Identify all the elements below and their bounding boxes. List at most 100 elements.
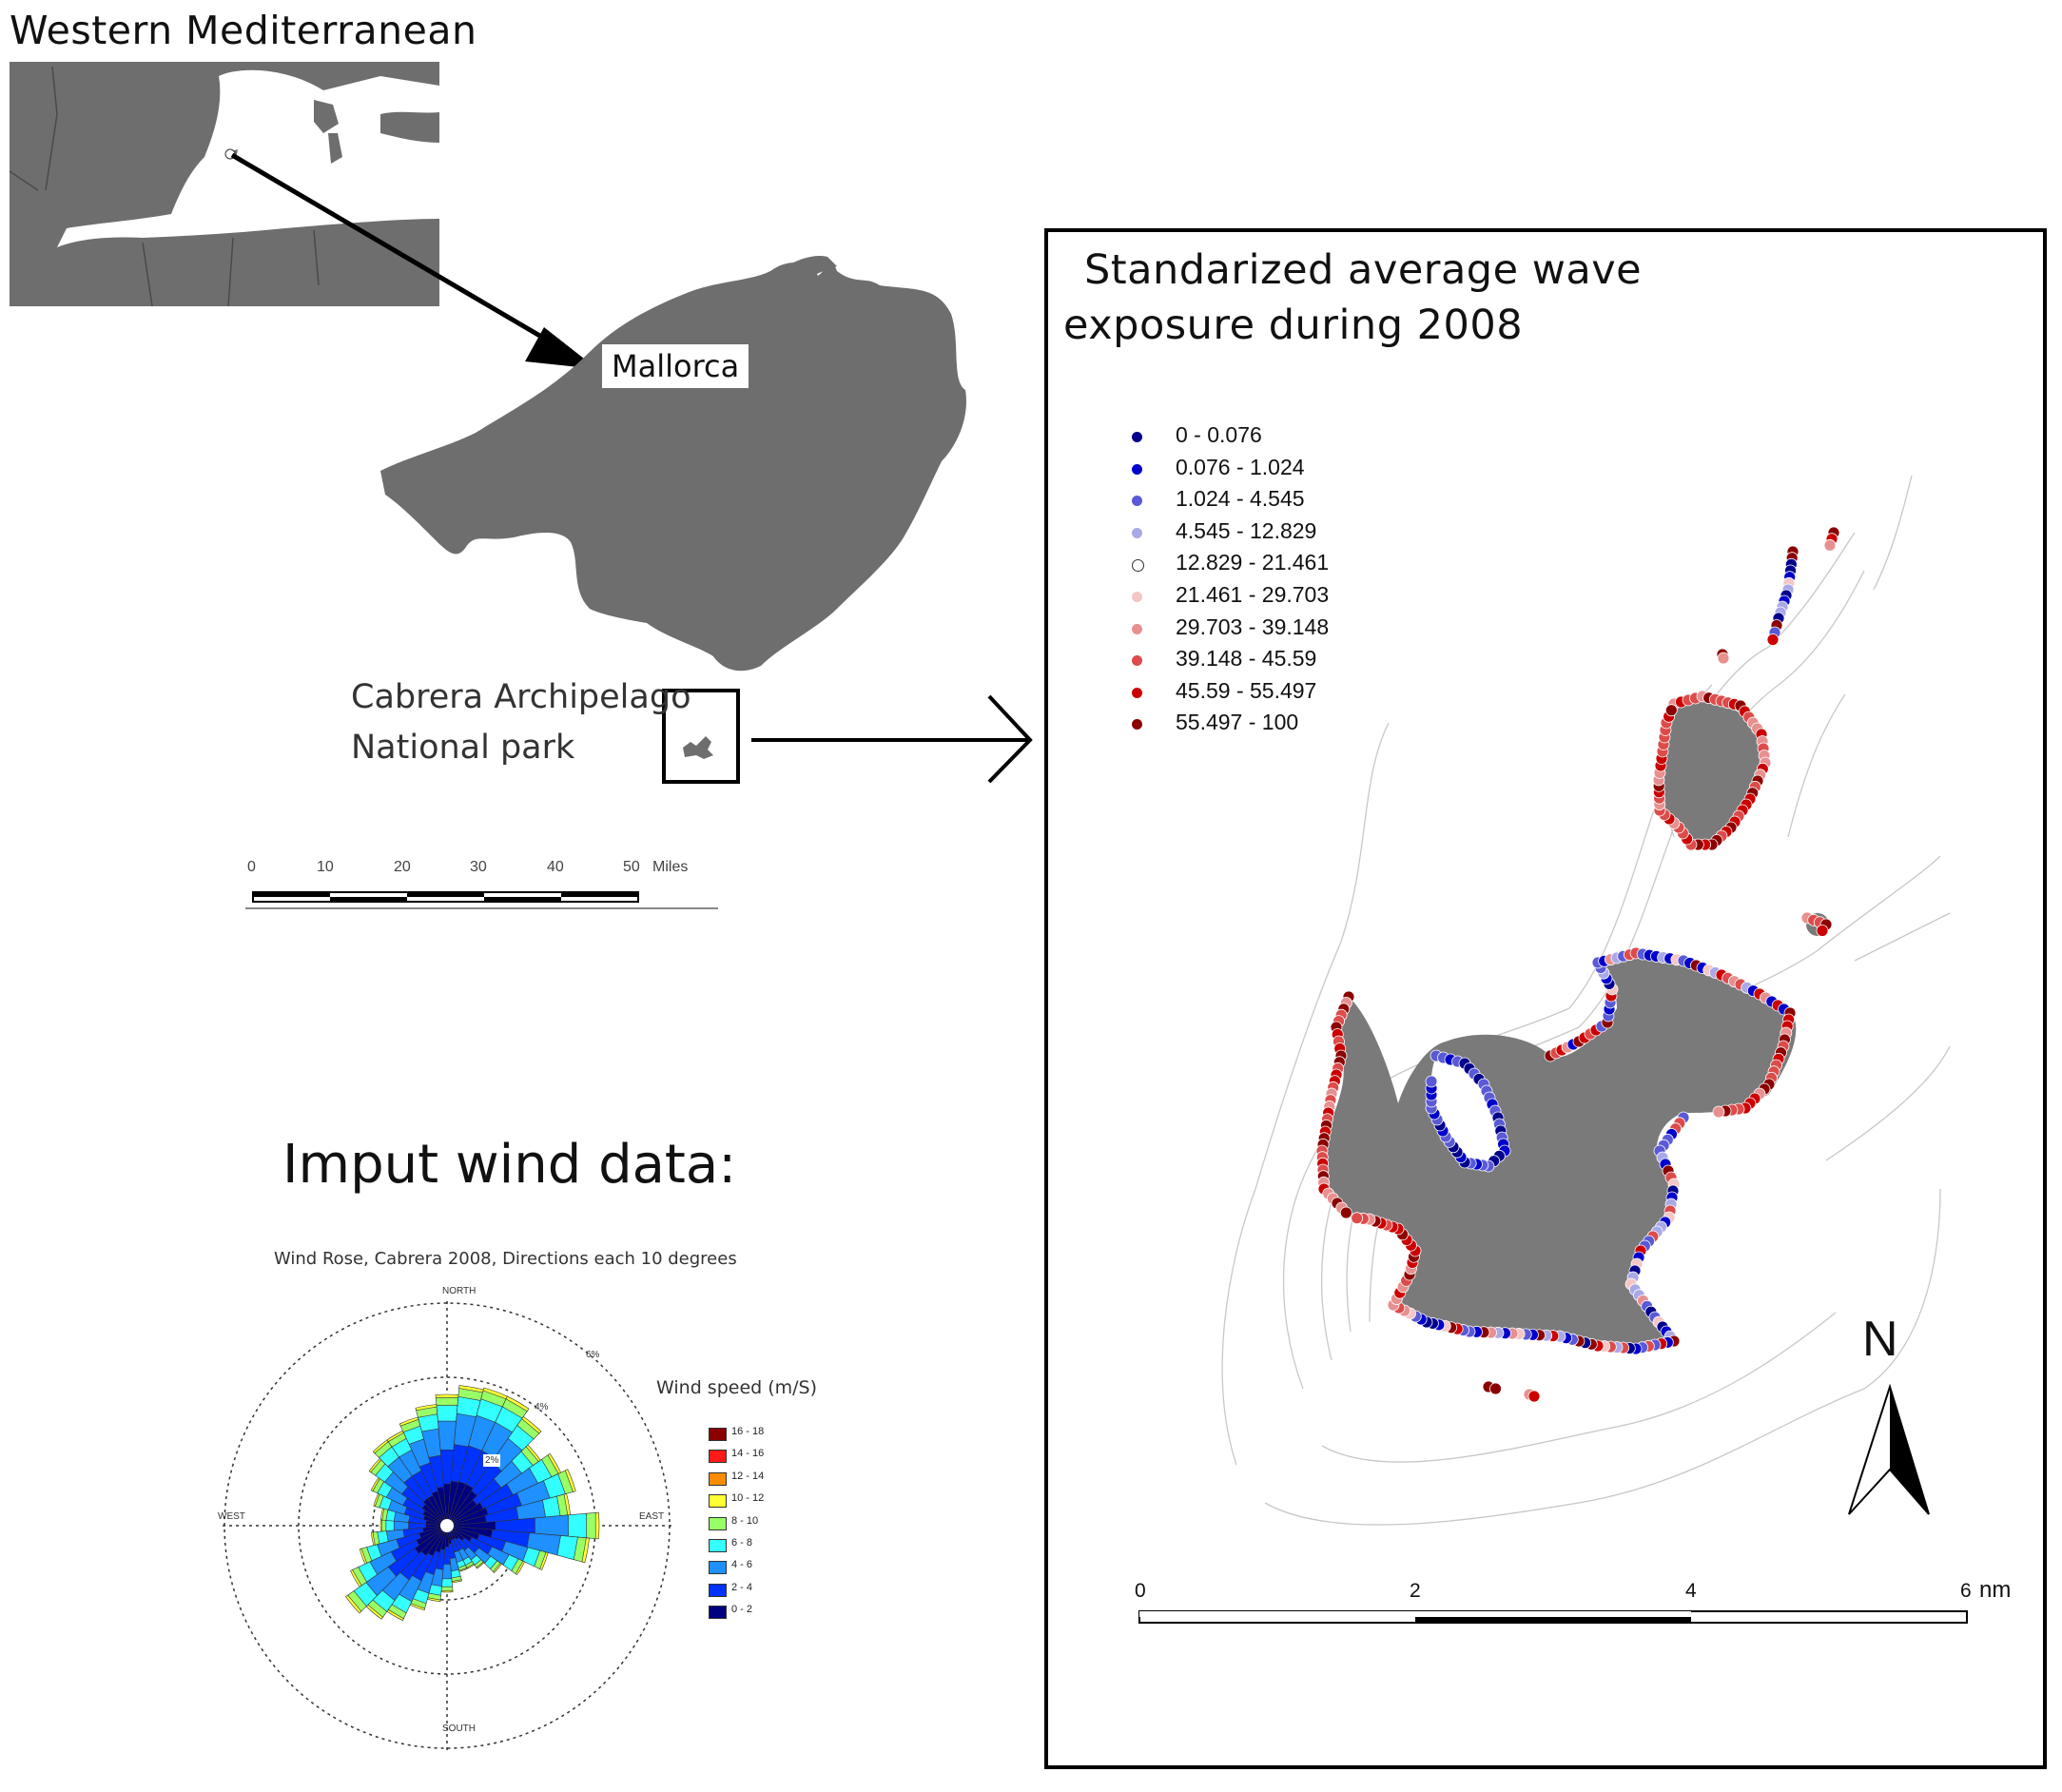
rose-south-label: SOUTH xyxy=(442,1724,476,1734)
exposure-legend-label: 21.461 - 29.703 xyxy=(1176,582,1330,607)
mallorca-label: Mallorca xyxy=(602,344,749,388)
mallorca-north-cape xyxy=(761,256,837,290)
exposure-legend-label: 4.545 - 12.829 xyxy=(1176,517,1317,543)
wind-legend-swatch xyxy=(709,1494,727,1509)
miles-tick-10: 10 xyxy=(317,859,334,875)
wind-rose-petal xyxy=(385,1520,395,1531)
cabrera-label-line2: National park xyxy=(351,729,575,767)
wind-rose-petal xyxy=(564,1469,576,1492)
wind-rose-petal xyxy=(535,1514,570,1537)
wind-legend-item: 16 - 18 xyxy=(709,1425,823,1446)
legend-dot-icon xyxy=(1132,432,1142,442)
wind-rose-petal xyxy=(581,1537,590,1564)
exposure-point xyxy=(1816,925,1829,937)
wind-legend-item: 2 - 4 xyxy=(709,1581,823,1602)
miles-tick-0: 0 xyxy=(247,859,256,875)
exposure-legend-item: 39.148 - 45.59 xyxy=(1132,646,1398,677)
exposure-legend-item: 12.829 - 21.461 xyxy=(1132,550,1398,581)
nm-tick-4: 4 xyxy=(1685,1580,1697,1602)
exposure-legend-label: 29.703 - 39.148 xyxy=(1176,614,1330,639)
exposure-legend-label: 0 - 0.076 xyxy=(1176,422,1262,447)
wind-rose-petal xyxy=(440,1590,454,1593)
rose-west-label: WEST xyxy=(218,1511,245,1522)
wind-rose-petal xyxy=(393,1520,409,1531)
exposure-legend-item: 29.703 - 39.148 xyxy=(1132,614,1398,646)
wind-rose-petal xyxy=(370,1531,376,1547)
exposure-point xyxy=(1351,1212,1364,1225)
wind-legend-swatch xyxy=(709,1471,727,1486)
exposure-legend-label: 39.148 - 45.59 xyxy=(1176,646,1317,672)
miles-tick-40: 40 xyxy=(547,859,564,875)
wind-legend-swatch xyxy=(709,1539,727,1552)
wind-legend-item: 14 - 16 xyxy=(709,1447,823,1468)
wind-rose-petal xyxy=(539,1551,549,1570)
wind-heading: Imput wind data: xyxy=(282,1134,737,1196)
wind-legend-label: 2 - 4 xyxy=(731,1581,753,1593)
wind-rose-petal xyxy=(440,1586,454,1591)
exposure-legend-item: 45.59 - 55.497 xyxy=(1132,678,1398,710)
wind-rose-petal xyxy=(594,1511,600,1540)
exposure-point xyxy=(1489,1382,1502,1395)
nm-unit: nm xyxy=(1979,1577,2012,1603)
miles-tick-20: 20 xyxy=(394,859,411,875)
legend-dot-icon xyxy=(1132,496,1142,507)
exposure-point xyxy=(1527,1390,1541,1403)
exposure-title-line1: Standarized average wave xyxy=(1084,246,1643,294)
wind-rose-petal xyxy=(415,1404,438,1412)
mallorca-map xyxy=(380,262,966,672)
wind-rose xyxy=(223,1301,671,1750)
wind-rose-petal xyxy=(350,1569,362,1587)
miles-unit: Miles xyxy=(652,859,689,875)
cabrera-label: Cabrera Archipelago National park xyxy=(351,672,691,773)
nm-tick-2: 2 xyxy=(1410,1580,1421,1602)
wind-legend-label: 12 - 14 xyxy=(731,1470,765,1482)
wind-legend-label: 4 - 6 xyxy=(731,1559,753,1571)
wind-legend-label: 6 - 8 xyxy=(731,1537,753,1549)
exposure-panel xyxy=(1044,228,2047,1769)
exposure-legend-item: 0 - 0.076 xyxy=(1132,422,1398,454)
legend-dot-icon xyxy=(1132,592,1142,602)
cabrera-exposure-map xyxy=(1138,475,1968,1624)
western-mediterranean-map xyxy=(9,62,439,307)
wind-legend-item: 12 - 14 xyxy=(709,1470,823,1490)
cabrera-label-line1: Cabrera Archipelago xyxy=(351,678,691,716)
wind-speed-title: Wind speed (m/S) xyxy=(656,1377,818,1398)
wind-legend-item: 0 - 2 xyxy=(709,1603,823,1624)
exposure-legend-item: 0.076 - 1.024 xyxy=(1132,455,1398,486)
wind-rose-petal xyxy=(435,1393,459,1398)
legend-dot-icon xyxy=(1132,623,1142,634)
wind-rose-petal xyxy=(505,1395,530,1412)
exposure-legend-item: 21.461 - 29.703 xyxy=(1132,582,1398,614)
exposure-legend-label: 55.497 - 100 xyxy=(1176,710,1299,735)
legend-dot-icon xyxy=(1132,463,1142,475)
wind-rose-petal xyxy=(435,1396,459,1406)
wind-legend-label: 16 - 18 xyxy=(731,1426,765,1437)
wind-rose-title: Wind Rose, Cabrera 2008, Directions each… xyxy=(274,1249,737,1269)
wind-legend-swatch xyxy=(709,1561,727,1575)
cabrera-locator xyxy=(662,689,1033,784)
wind-rose-petal xyxy=(438,1420,457,1451)
nm-tick-6: 6 xyxy=(1960,1580,1972,1602)
wind-legend-label: 0 - 2 xyxy=(731,1604,753,1616)
wind-rose-petal xyxy=(493,1562,502,1573)
wind-rose-petal xyxy=(379,1519,382,1532)
miles-tick-30: 30 xyxy=(470,859,487,875)
rose-ring-4-label: 4% xyxy=(535,1402,549,1412)
wind-rose-petal xyxy=(476,1561,485,1569)
exposure-legend-item: 55.497 - 100 xyxy=(1132,710,1398,741)
wind-rose-petal xyxy=(436,1404,458,1422)
exposure-point xyxy=(1664,704,1678,717)
exposure-title: Standarized average wave exposure during… xyxy=(1063,243,1643,353)
wind-rose-petal xyxy=(359,1548,367,1565)
legend-dot-icon xyxy=(1132,687,1142,698)
wind-legend-item: 6 - 8 xyxy=(709,1536,823,1557)
wind-legend-item: 10 - 12 xyxy=(709,1491,823,1512)
exposure-title-line2: exposure during 2008 xyxy=(1063,302,1524,349)
region-title: Western Mediterranean xyxy=(10,8,477,53)
north-label: N xyxy=(1862,1312,1898,1367)
exposure-legend-label: 1.024 - 4.545 xyxy=(1176,486,1305,512)
wind-rose-petal xyxy=(381,1519,387,1532)
exposure-point xyxy=(1425,1075,1438,1088)
legend-dot-icon xyxy=(1132,719,1142,730)
